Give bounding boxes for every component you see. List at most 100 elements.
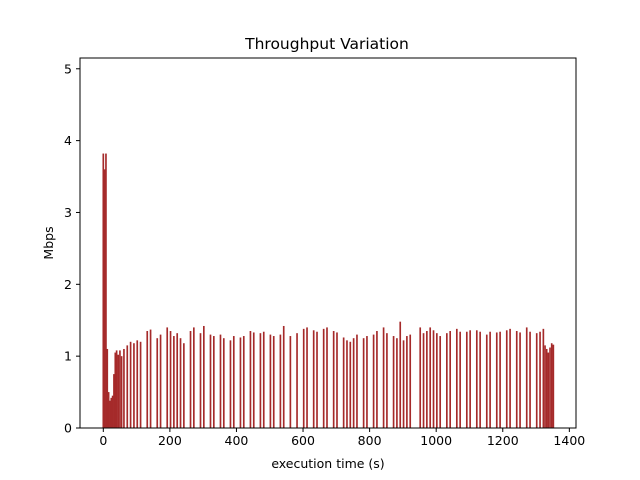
bar [156,338,159,428]
bar [183,343,185,428]
bar [406,336,408,428]
x-tick-label: 0 [99,433,107,448]
bar [349,341,352,428]
bar [549,347,551,428]
bar [123,348,125,428]
bar [485,334,488,428]
bar [189,331,192,428]
bar [229,340,232,428]
bar [110,397,113,428]
bar [114,352,117,428]
bar [346,340,348,428]
bar [479,331,481,428]
bar [419,327,422,428]
bar [119,350,121,428]
bar [366,336,368,428]
bar [544,345,546,428]
bar [102,153,105,429]
bar [212,336,215,428]
bar [120,356,123,428]
bar [249,331,252,428]
bar [105,153,107,429]
bar [542,328,545,428]
bar [429,327,432,428]
bar [495,332,498,428]
bar [176,333,179,428]
bar [439,336,442,428]
bar [535,333,538,428]
bar [269,334,272,428]
bar [372,334,375,428]
bar [446,333,448,428]
bar [352,338,355,428]
bar [499,331,501,428]
bar [222,338,225,428]
bar [179,338,182,428]
x-tick-label: 400 [225,433,249,448]
bar [436,333,438,428]
bar [392,336,395,428]
bar [519,332,521,428]
bar [113,374,115,428]
bar [356,334,358,428]
bar [312,330,315,428]
bar [402,340,405,428]
bar [515,331,518,428]
bar [103,169,106,429]
bar [106,348,109,428]
y-tick-label: 5 [64,61,72,76]
bar [146,331,149,428]
bar [432,330,435,428]
x-tick-label: 600 [291,433,315,448]
y-tick-label: 0 [64,421,72,436]
bar [239,337,242,428]
bar [316,331,318,428]
bar [459,331,461,428]
y-tick-label: 2 [64,277,72,292]
bar [136,340,139,428]
bar [426,331,428,428]
bar [322,328,325,428]
bar [259,333,262,428]
bar [111,395,114,428]
bar [399,321,402,428]
bar [232,336,235,428]
bar [193,327,195,428]
bar [306,327,308,428]
bar [139,341,142,428]
x-tick-label: 200 [158,433,182,448]
bar [117,354,120,428]
bar [109,400,111,428]
plot-frame [79,57,577,429]
bar [362,338,365,428]
bar [545,348,548,428]
x-tick-label: 1400 [553,433,585,448]
x-tick-label: 1200 [487,433,519,448]
bar [262,331,265,428]
bar [199,333,202,428]
bar [465,331,468,428]
bar [126,345,129,428]
bar [129,341,132,428]
bar [525,327,528,428]
bar-series [102,153,555,429]
bar [326,327,328,428]
bar [159,334,162,428]
bar [209,334,212,428]
bar [386,333,388,428]
bar [149,329,152,428]
bar [336,332,338,428]
chart-title: Throughput Variation [244,35,409,53]
bar [449,331,451,428]
bar [529,331,531,428]
bar [203,325,205,428]
bar [302,328,305,428]
x-tick-label: 1000 [420,433,452,448]
y-axis-ticks: 0 1 2 3 4 5 [64,61,80,436]
bar [289,336,292,428]
bar [475,330,478,428]
bar [252,332,255,428]
bar [342,337,345,428]
x-tick-label: 800 [358,433,382,448]
